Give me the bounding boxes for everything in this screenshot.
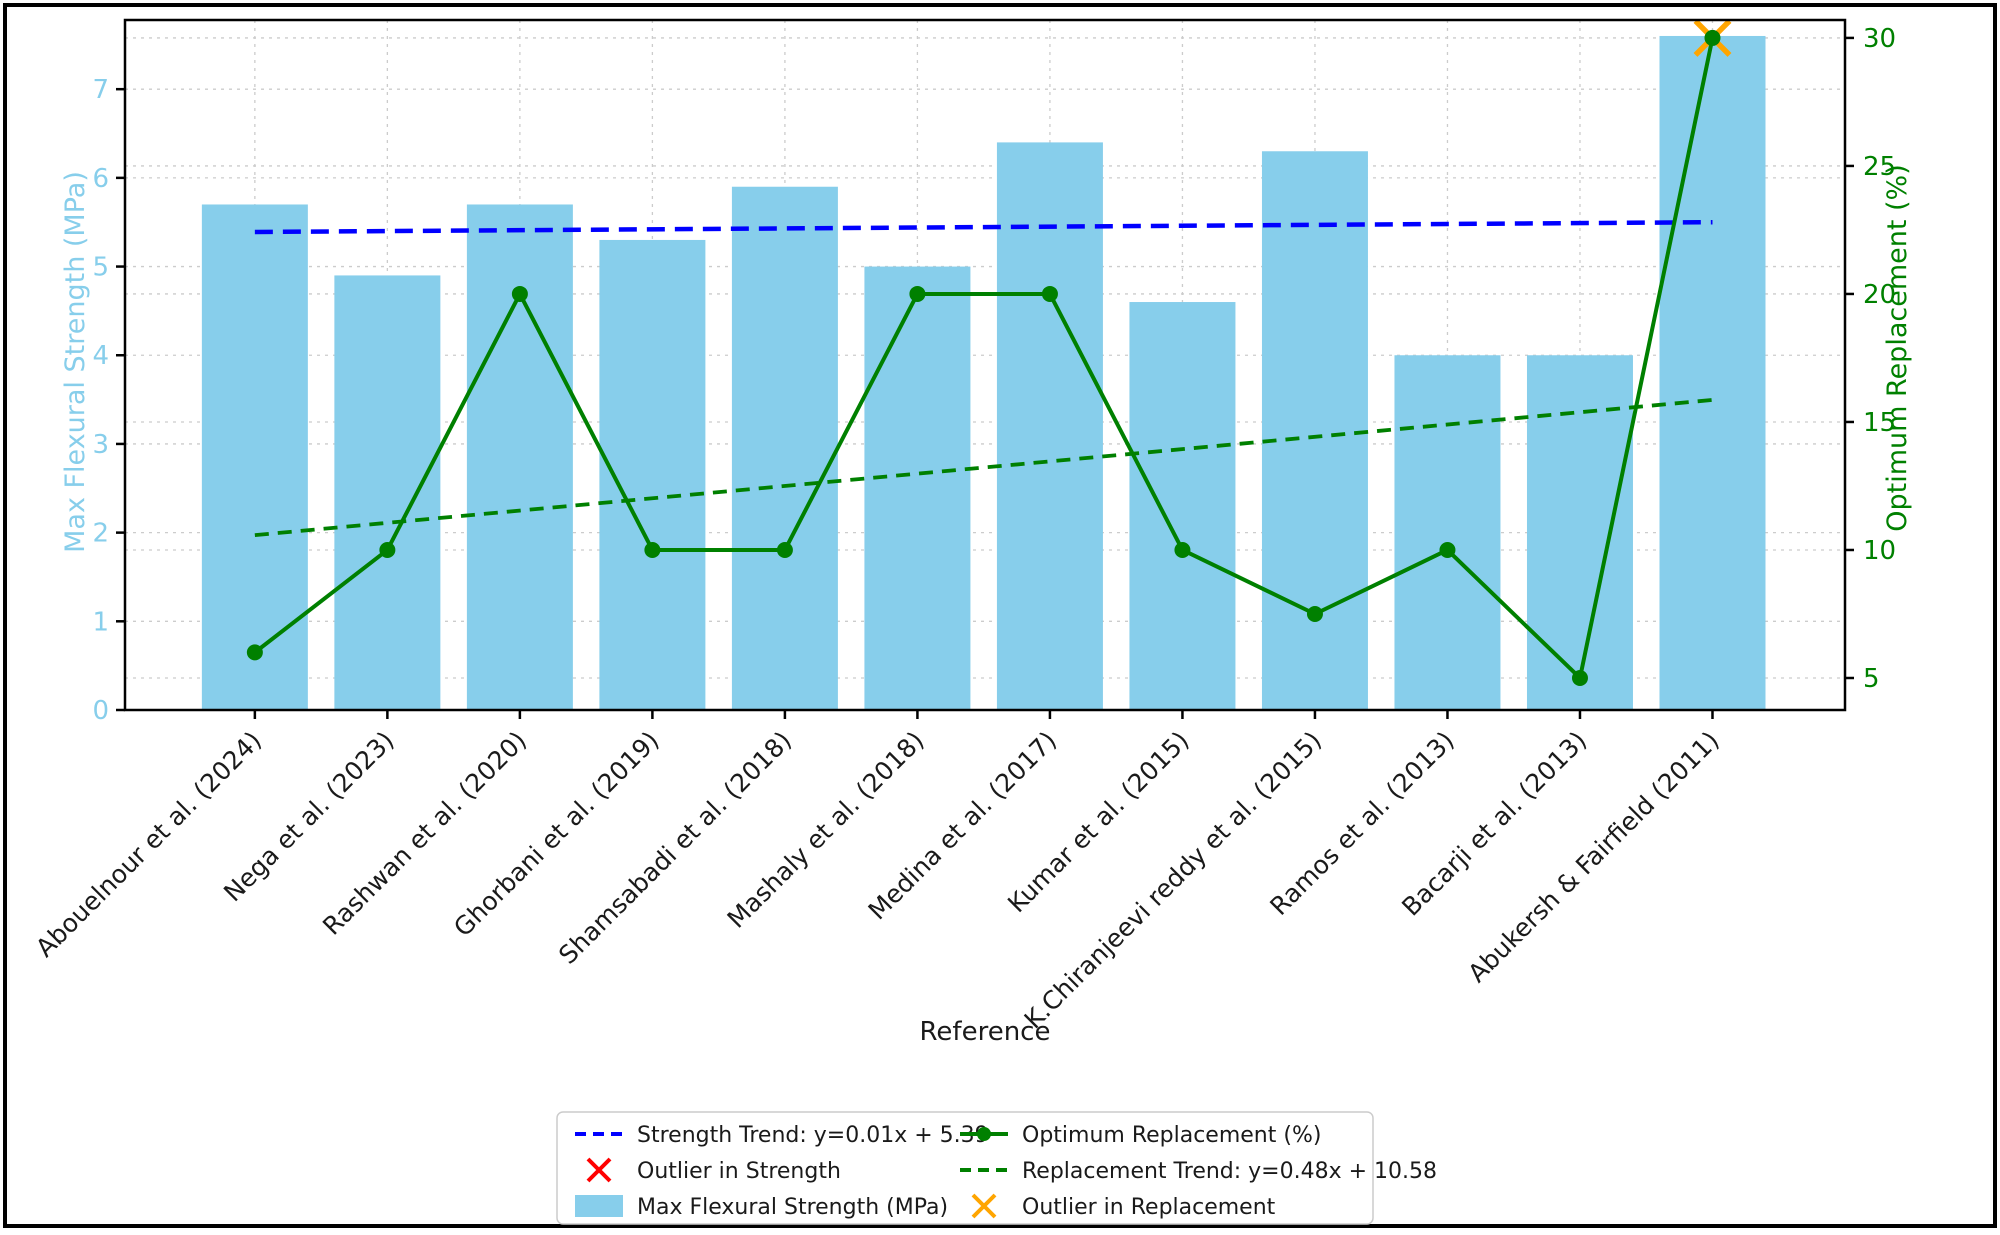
left-tick-label: 5 [92, 253, 109, 283]
left-tick-label: 6 [92, 164, 109, 194]
x-tick-label: Abouelnour et al. (2024) [30, 726, 267, 963]
legend-label: Strength Trend: y=0.01x + 5.39 [637, 1123, 989, 1148]
plot-frame [123, 18, 1847, 712]
x-tick-label: Shamsabadi et al. (2018) [553, 726, 797, 970]
replacement-point [644, 541, 661, 558]
bar [599, 239, 706, 710]
x-axis-label: Reference [920, 1017, 1051, 1047]
left-tick-label: 4 [92, 341, 109, 371]
left-tick-label: 2 [92, 519, 109, 549]
legend-label: Max Flexural Strength (MPa) [637, 1195, 948, 1220]
bar [1261, 151, 1368, 710]
replacement-point [511, 285, 528, 302]
replacement-line-series [253, 37, 1715, 680]
x-tick-label: Abukersh & Fairfield (2011) [1462, 726, 1724, 988]
bar [466, 204, 573, 710]
replacement-point [1041, 285, 1058, 302]
legend-line-dot-marker [977, 1127, 991, 1141]
replacement-point [1704, 29, 1721, 46]
right-tick-label: 15 [1863, 408, 1896, 438]
replacement-point [1571, 669, 1588, 686]
left-axis-label: Max Flexural Strength (MPa) [60, 171, 91, 553]
replacement-point [909, 285, 926, 302]
legend-entry: Replacement Trend: y=0.48x + 10.58 [960, 1159, 1437, 1184]
replacement-point [1439, 541, 1456, 558]
right-tick-label: 30 [1863, 24, 1896, 54]
bar [996, 142, 1103, 710]
left-tick-label: 1 [92, 607, 109, 637]
right-tick-label: 10 [1863, 536, 1896, 566]
legend-x-marker [586, 1157, 612, 1183]
x-tick-label: K.Chiranjeevi reddy et al. (2015) [1019, 726, 1328, 1035]
replacement-point [379, 541, 396, 558]
replacement-point [1174, 541, 1191, 558]
legend-entry: Max Flexural Strength (MPa) [575, 1195, 948, 1220]
right-tick-label: 20 [1863, 280, 1896, 310]
legend-label: Outlier in Strength [637, 1159, 841, 1184]
legend-x-marker [971, 1193, 997, 1219]
legend-label: Replacement Trend: y=0.48x + 10.58 [1022, 1159, 1437, 1184]
legend-label: Optimum Replacement (%) [1022, 1123, 1321, 1148]
bar [1129, 302, 1236, 710]
bar [864, 266, 971, 710]
replacement-trend-line [254, 398, 1713, 538]
left-tick-label: 3 [92, 430, 109, 460]
axes [116, 18, 1854, 719]
legend: Strength Trend: y=0.01x + 5.39 Outlier in… [556, 1111, 1437, 1225]
legend-patch-marker [575, 1195, 623, 1217]
bar [731, 186, 838, 710]
legend-label: Outlier in Replacement [1022, 1195, 1276, 1220]
legend-entry: Outlier in Replacement [971, 1193, 1276, 1220]
right-tick-label: 5 [1863, 664, 1880, 694]
legend-entry: Strength Trend: y=0.01x + 5.39 [575, 1123, 989, 1148]
strength-trend-line [254, 219, 1713, 235]
replacement-point [1306, 605, 1323, 622]
bar [334, 275, 441, 710]
replacement-line [253, 37, 1715, 680]
right-axis-label: Optimum Replacement (%) [1882, 164, 1913, 532]
trend-lines [254, 219, 1713, 538]
replacement-points [246, 29, 1721, 686]
legend-entry: Optimum Replacement (%) [960, 1123, 1321, 1148]
bar [1394, 355, 1501, 710]
right-tick-label: 25 [1863, 152, 1896, 182]
left-tick-label: 0 [92, 696, 109, 726]
bar [201, 204, 308, 710]
figure-border [3, 3, 1997, 1228]
bar-series [201, 35, 1766, 711]
legend-entry: Outlier in Strength [586, 1157, 841, 1184]
left-tick-label: 7 [92, 75, 109, 105]
replacement-point [776, 541, 793, 558]
replacement-point [246, 644, 263, 661]
bar [1659, 35, 1766, 711]
